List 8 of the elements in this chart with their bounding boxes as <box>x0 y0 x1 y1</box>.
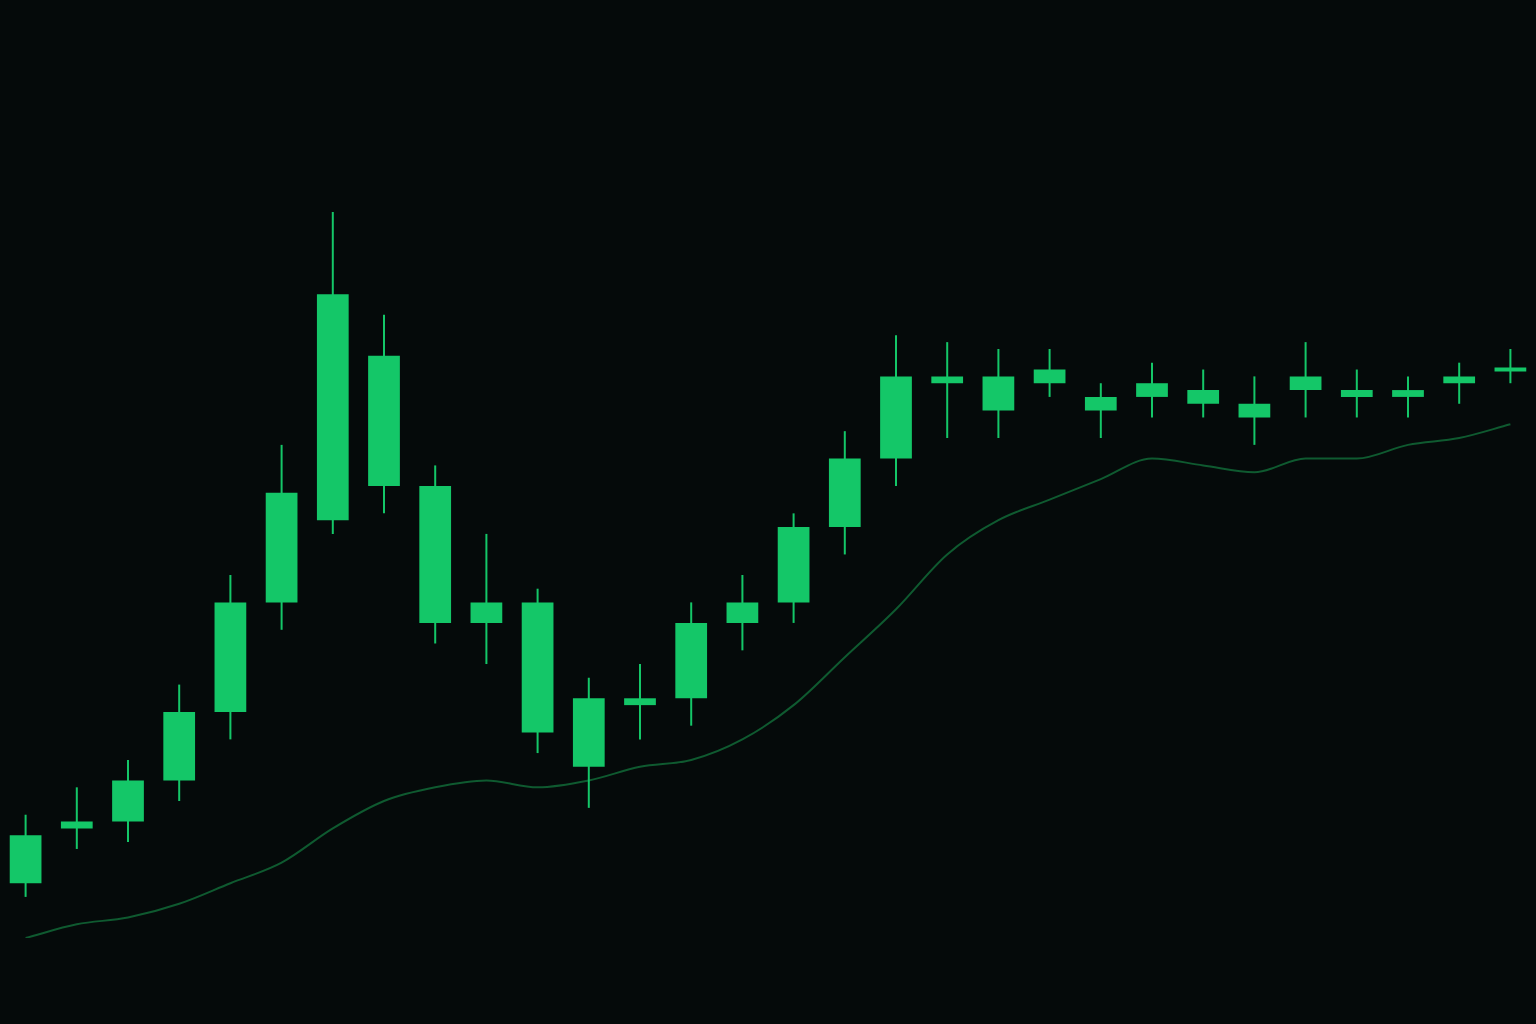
candlestick <box>624 663 656 741</box>
candlestick <box>1340 368 1373 419</box>
candlestick <box>1136 361 1168 419</box>
candlestick <box>1392 375 1424 419</box>
candlestick <box>931 341 964 440</box>
candlestick <box>1494 347 1527 385</box>
candlestick <box>1238 375 1271 446</box>
candlestick <box>1443 361 1476 405</box>
